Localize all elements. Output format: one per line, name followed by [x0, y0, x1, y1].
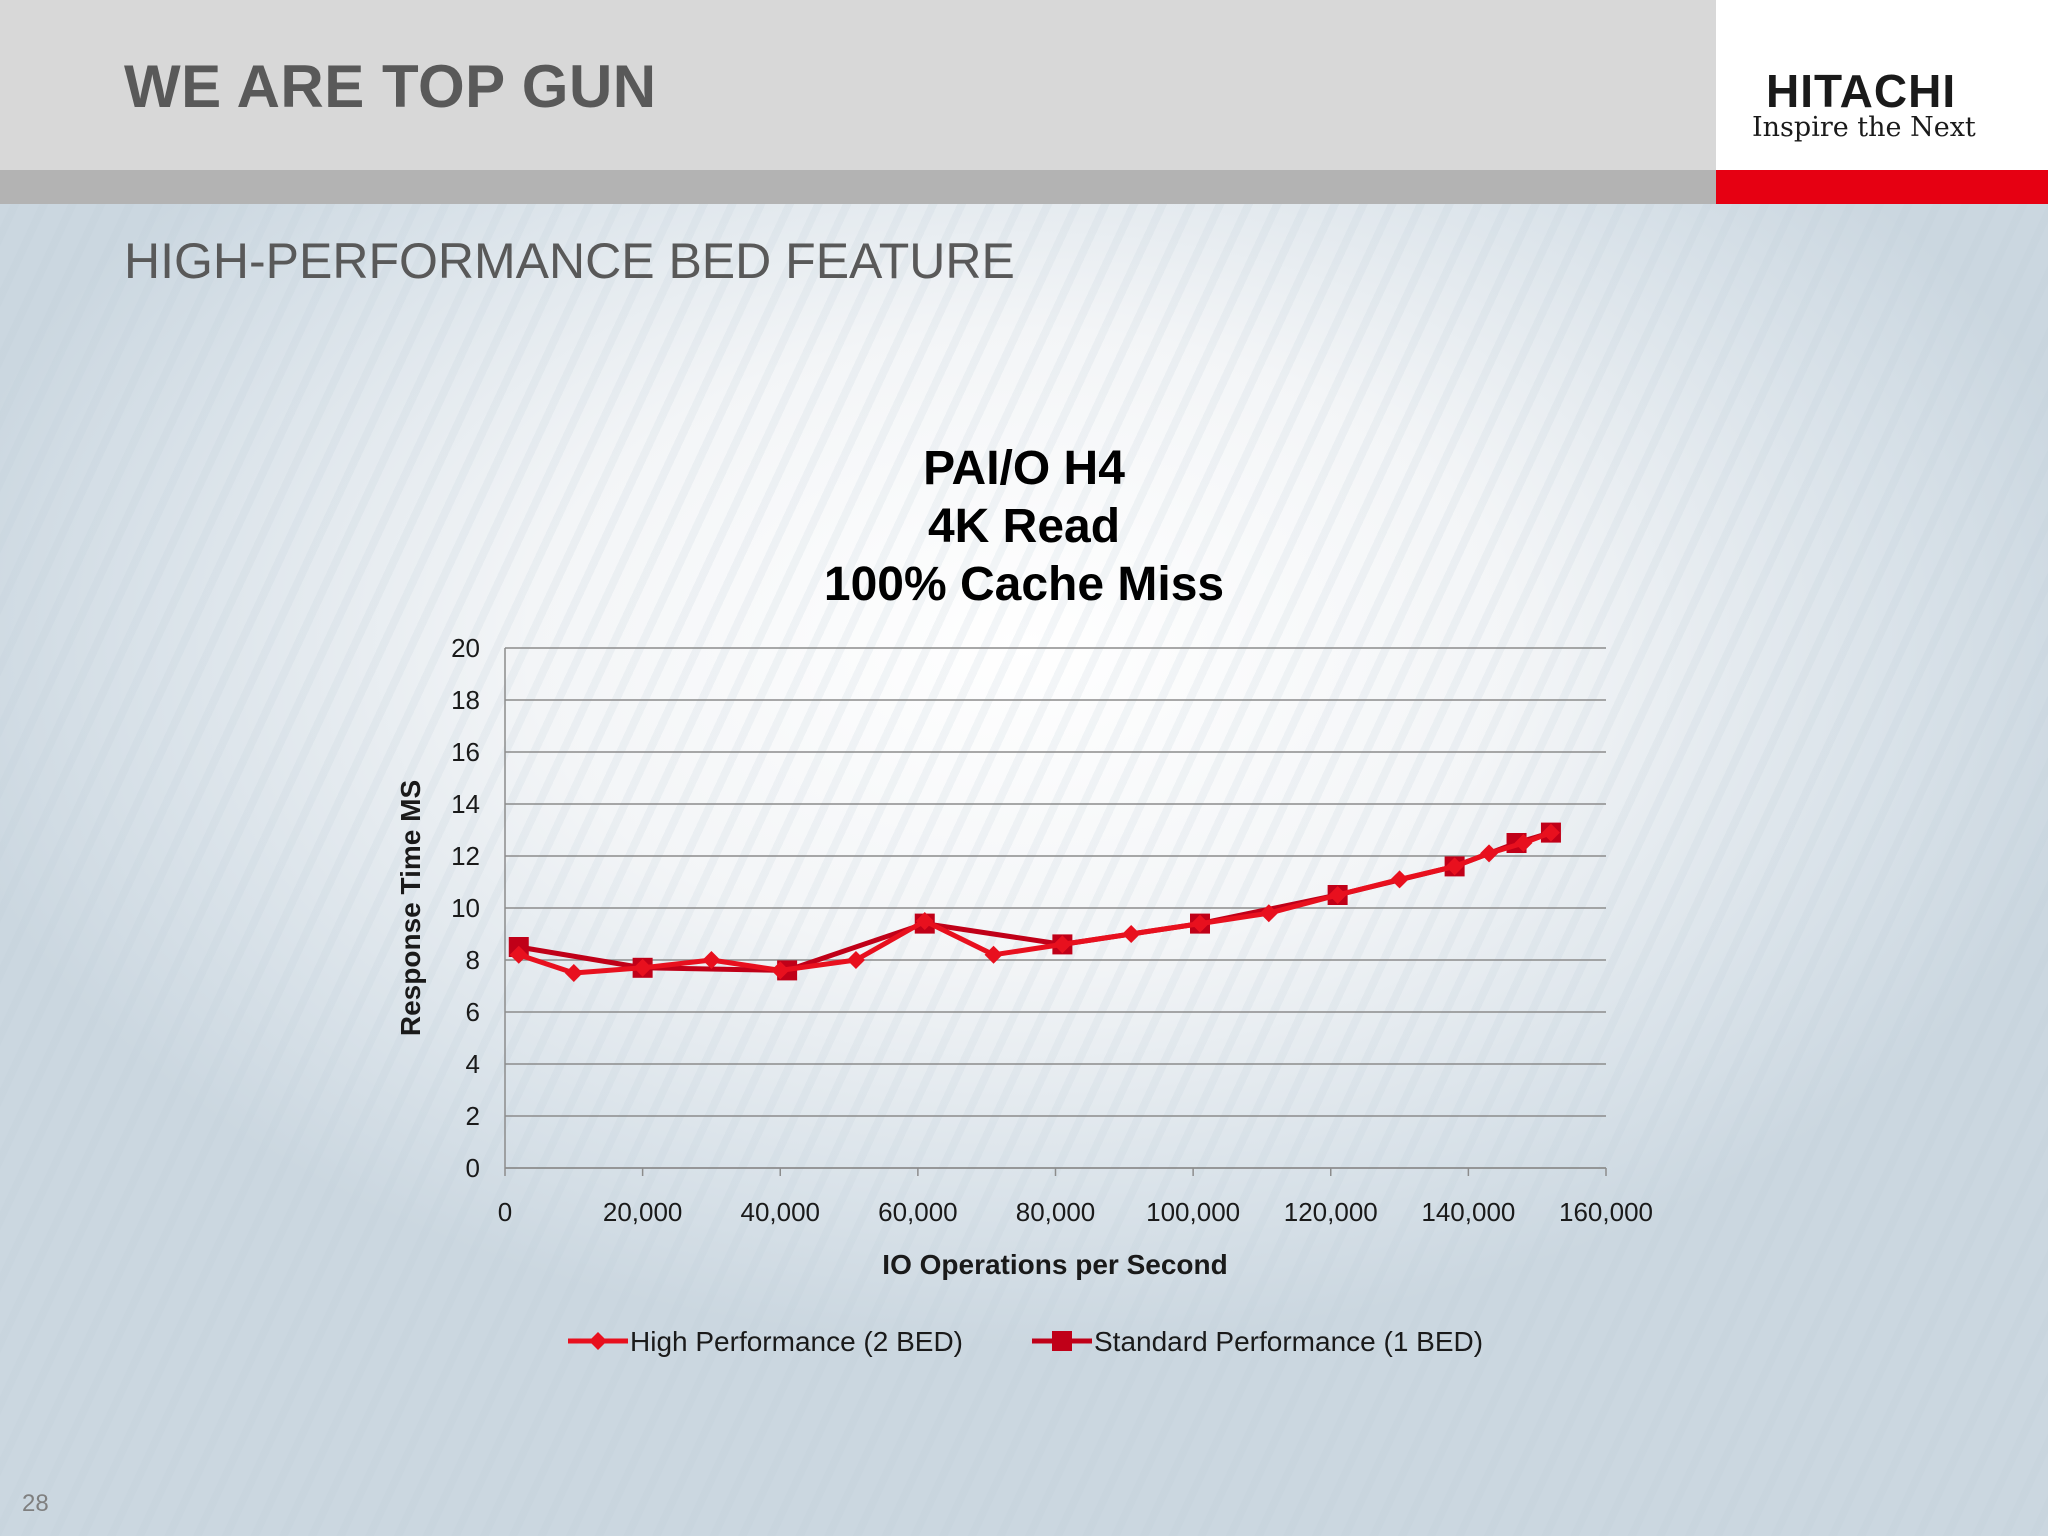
page-title: WE ARE TOP GUN: [124, 53, 657, 120]
legend-marker: [1052, 1331, 1072, 1351]
data-point: [1514, 834, 1533, 852]
x-tick-label: 80,000: [1016, 1197, 1096, 1227]
data-point: [1445, 857, 1464, 876]
x-tick-label: 100,000: [1146, 1197, 1240, 1227]
data-point: [1053, 935, 1072, 954]
y-tick-label: 18: [451, 685, 480, 715]
chart-title-line: PAI/O H4: [923, 442, 1125, 495]
data-point: [915, 912, 934, 930]
x-tick-label: 160,000: [1559, 1197, 1653, 1227]
y-tick-labels: 0 2 4 6 8 10 12 14 16 18 20: [451, 633, 480, 1183]
legend: High Performance (2 BED) Standard Perform…: [568, 1326, 1483, 1357]
y-tick-label: 6: [466, 997, 480, 1027]
data-point: [1328, 886, 1347, 904]
y-tick-label: 4: [466, 1049, 480, 1079]
y-tick-label: 0: [466, 1153, 480, 1183]
data-point: [1480, 844, 1499, 863]
data-point: [846, 951, 865, 969]
data-point: [1259, 904, 1278, 923]
logo-panel: [1716, 0, 2048, 170]
data-point: [984, 945, 1003, 964]
slide-subtitle: HIGH-PERFORMANCE BED FEATURE: [124, 233, 1015, 289]
data-point: [1541, 823, 1560, 842]
x-tick-label: 0: [498, 1197, 512, 1227]
x-tick-labels: 0 20,000 40,000 60,000 80,000 100,000 120,000 1…: [498, 1168, 1653, 1227]
series-line: [517, 830, 1552, 976]
legend-marker: [589, 1332, 607, 1350]
y-tick-label: 14: [451, 789, 480, 819]
x-tick-label: 20,000: [603, 1197, 683, 1227]
data-point: [509, 945, 528, 964]
y-tick-label: 12: [451, 841, 480, 871]
data-point: [1390, 870, 1409, 889]
x-axis-label: IO Operations per Second: [882, 1249, 1227, 1280]
logo-accent-bar: [1716, 170, 2048, 204]
data-point: [564, 964, 583, 982]
y-tick-label: 8: [466, 945, 480, 975]
series-standard-performance: [508, 822, 1561, 981]
legend-label: High Performance (2 BED): [630, 1326, 963, 1357]
x-tick-label: 120,000: [1284, 1197, 1378, 1227]
slide-number: 28: [22, 1490, 49, 1517]
header-strip: [0, 170, 1716, 204]
legend-label: Standard Performance (1 BED): [1094, 1326, 1483, 1357]
series-lines: [508, 822, 1561, 982]
x-tick-label: 140,000: [1421, 1197, 1515, 1227]
y-axis-label: Response Time MS: [395, 780, 426, 1036]
x-tick-label: 60,000: [878, 1197, 958, 1227]
logo-name: HITACHI: [1766, 65, 1957, 117]
chart-title-line: 100% Cache Miss: [824, 558, 1224, 611]
header-bar: [0, 0, 1716, 170]
grid-lines: [505, 647, 1606, 1169]
y-tick-label: 10: [451, 893, 480, 923]
data-point: [1191, 914, 1210, 933]
y-tick-label: 2: [466, 1101, 480, 1131]
series-high-performance: [509, 823, 1560, 982]
data-point: [1122, 925, 1141, 943]
logo-tagline: Inspire the Next: [1752, 112, 1976, 143]
data-point: [702, 951, 721, 969]
data-point: [633, 958, 652, 977]
y-tick-label: 20: [451, 633, 480, 663]
chart-title-line: 4K Read: [928, 500, 1120, 553]
data-point: [771, 961, 790, 980]
y-tick-label: 16: [451, 737, 480, 767]
x-tick-label: 40,000: [740, 1197, 820, 1227]
